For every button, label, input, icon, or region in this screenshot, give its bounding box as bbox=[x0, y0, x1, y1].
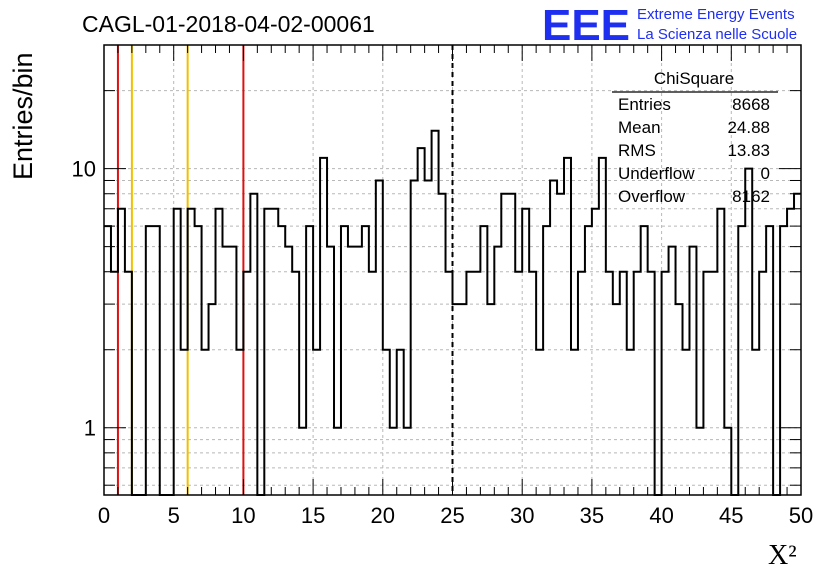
histogram-line bbox=[104, 129, 801, 496]
run-title: CAGL-01-2018-04-02-00061 bbox=[82, 11, 375, 37]
stats-label: Mean bbox=[618, 118, 661, 137]
x-tick-label: 45 bbox=[719, 503, 743, 528]
logo-line1: Extreme Energy Events bbox=[637, 6, 795, 23]
y-axis-label: Entries/bin bbox=[8, 52, 38, 180]
x-tick-label: 5 bbox=[168, 503, 180, 528]
stats-label: RMS bbox=[618, 141, 656, 160]
stats-value: 8668 bbox=[732, 95, 770, 114]
y-tick-label: 1 bbox=[84, 416, 96, 441]
x-tick-label: 10 bbox=[231, 503, 255, 528]
stats-value: 0 bbox=[761, 164, 770, 183]
x-axis-label: X² bbox=[768, 540, 797, 571]
x-tick-label: 20 bbox=[371, 503, 395, 528]
y-tick-label: 10 bbox=[72, 157, 96, 182]
y-tick-labels: 1 10 bbox=[72, 157, 96, 441]
stats-box: ChiSquare Entries 8668 Mean 24.88 RMS 13.83 Un… bbox=[612, 69, 778, 206]
stats-title: ChiSquare bbox=[654, 69, 734, 88]
x-tick-label: 0 bbox=[98, 503, 110, 528]
stats-label: Overflow bbox=[618, 187, 686, 206]
x-tick-label: 40 bbox=[649, 503, 673, 528]
stats-label: Entries bbox=[618, 95, 671, 114]
x-tick-label: 30 bbox=[510, 503, 534, 528]
stats-value: 8162 bbox=[732, 187, 770, 206]
x-tick-label: 25 bbox=[440, 503, 464, 528]
stats-value: 13.83 bbox=[727, 141, 770, 160]
x-tick-label: 15 bbox=[301, 503, 325, 528]
logo-line2: La Scienza nelle Scuole bbox=[637, 26, 797, 43]
axis-ticks bbox=[103, 45, 802, 495]
stats-value: 24.88 bbox=[727, 118, 770, 137]
eee-logo: EEE bbox=[542, 1, 630, 50]
stats-label: Underflow bbox=[618, 164, 695, 183]
x-tick-label: 35 bbox=[580, 503, 604, 528]
x-tick-label: 50 bbox=[789, 503, 813, 528]
x-tick-labels: 0 5 10 15 20 25 30 35 40 45 50 bbox=[98, 503, 813, 528]
